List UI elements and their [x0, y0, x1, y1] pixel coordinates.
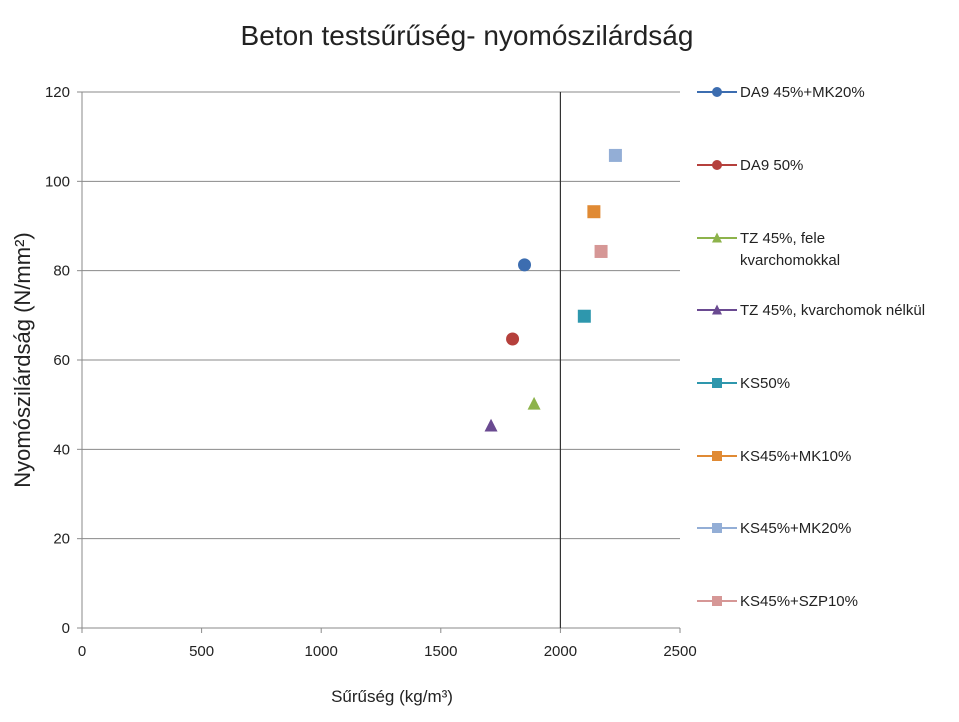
legend-label: KS45%+MK10%: [740, 448, 851, 465]
legend-label: TZ 45%, kvarchomok nélkül: [740, 302, 925, 319]
axes: [77, 91, 681, 633]
legend-label: KS45%+MK20%: [740, 520, 851, 537]
legend-item: KS45%+SZP10%: [697, 593, 858, 610]
y-tick-label: 80: [53, 263, 70, 280]
data-point: [608, 148, 622, 162]
x-tick-label: 1500: [424, 643, 457, 660]
x-tick-labels: 0 500 1000 1500 2000 2500: [78, 643, 697, 660]
legend-label: DA9 45%+MK20%: [740, 84, 865, 101]
legend: DA9 45%+MK20% DA9 50% TZ 45%, fele kvarchom…: [697, 84, 925, 610]
x-tick-label: 1000: [305, 643, 338, 660]
legend-marker: [712, 596, 722, 606]
x-axis-label: Sűrűség (kg/m³): [331, 687, 453, 706]
data-point: [594, 244, 608, 258]
y-tick-label: 40: [53, 441, 70, 458]
legend-item: TZ 45%, fele kvarchomokkal: [697, 230, 840, 269]
legend-item: DA9 45%+MK20%: [697, 84, 865, 101]
legend-marker: [712, 523, 722, 533]
x-tick-label: 2500: [663, 643, 696, 660]
data-point: [587, 205, 601, 219]
data-point: [577, 309, 591, 323]
data-point: [506, 332, 520, 346]
x-tick-label: 2000: [544, 643, 577, 660]
legend-item: TZ 45%, kvarchomok nélkül: [697, 302, 925, 319]
legend-marker: [712, 87, 722, 97]
x-tick-label: 0: [78, 643, 86, 660]
data-point: [527, 396, 541, 410]
legend-item: KS50%: [697, 375, 790, 392]
y-axis-label: Nyomószilárdság (N/mm²): [10, 232, 35, 487]
legend-marker: [712, 160, 722, 170]
legend-marker: [712, 378, 722, 388]
legend-marker: [712, 451, 722, 461]
legend-label: TZ 45%, fele kvarchomokkal: [740, 230, 840, 269]
legend-label: KS45%+SZP10%: [740, 593, 858, 610]
legend-item: DA9 50%: [697, 157, 803, 174]
data-point: [518, 258, 532, 272]
y-tick-label: 60: [53, 352, 70, 369]
legend-marker: [712, 304, 722, 315]
y-tick-label: 120: [45, 84, 70, 101]
x-tick-label: 500: [189, 643, 214, 660]
gridlines: [82, 91, 680, 540]
y-tick-label: 20: [53, 531, 70, 548]
legend-item: KS45%+MK20%: [697, 520, 851, 537]
legend-label: KS50%: [740, 375, 790, 392]
y-tick-label: 0: [62, 620, 70, 637]
y-tick-labels: 0 20 40 60 80 100 120: [45, 84, 70, 637]
legend-marker: [712, 232, 722, 243]
chart-title: Beton testsűrűség- nyomószilárdság: [241, 20, 694, 51]
data-points: [484, 148, 622, 432]
legend-label: DA9 50%: [740, 157, 803, 174]
y-tick-label: 100: [45, 173, 70, 190]
data-point: [484, 418, 498, 432]
legend-item: KS45%+MK10%: [697, 448, 851, 465]
